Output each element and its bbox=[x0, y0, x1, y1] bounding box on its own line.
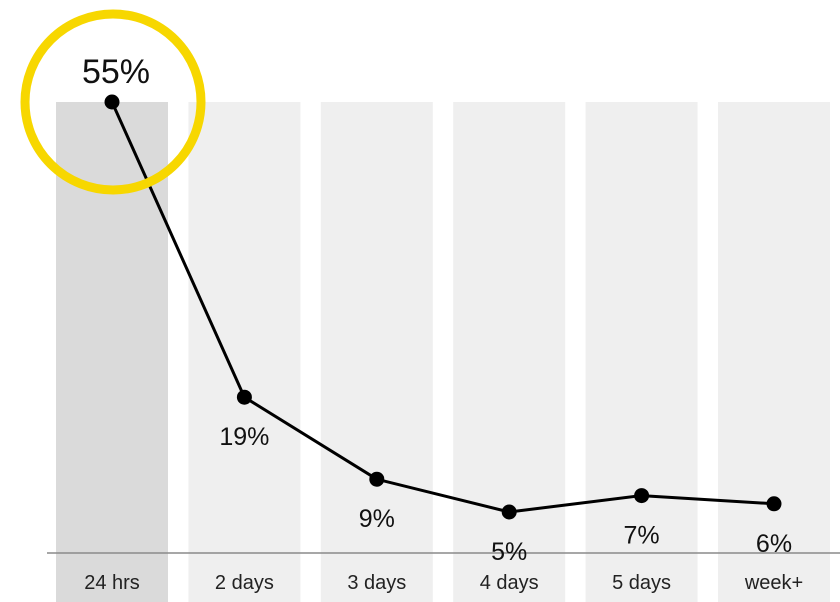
data-point bbox=[104, 94, 120, 110]
column-bg bbox=[718, 102, 830, 602]
category-columns bbox=[56, 102, 830, 602]
x-tick-label: 3 days bbox=[347, 572, 406, 594]
highlight-circle bbox=[20, 9, 206, 195]
x-tick-label: 5 days bbox=[612, 572, 671, 594]
data-point bbox=[634, 488, 650, 504]
data-label: 5% bbox=[491, 538, 527, 566]
data-point bbox=[369, 471, 385, 487]
data-point bbox=[766, 496, 782, 512]
x-tick-label: week+ bbox=[744, 572, 803, 594]
data-point bbox=[501, 504, 517, 520]
column-bg bbox=[453, 102, 566, 602]
series-line bbox=[110, 101, 775, 514]
column-bg bbox=[585, 102, 698, 602]
data-labels: 55% 19% 9% 5% 7% 6% bbox=[82, 53, 792, 566]
data-label: 6% bbox=[756, 530, 792, 558]
column-bg bbox=[188, 102, 301, 602]
x-tick-labels: 24 hrs 2 days 3 days 4 days 5 days week+ bbox=[84, 572, 803, 594]
data-label: 19% bbox=[219, 423, 269, 451]
data-point bbox=[236, 389, 252, 405]
data-points bbox=[104, 94, 782, 520]
x-tick-label: 2 days bbox=[215, 572, 274, 594]
x-tick-label: 4 days bbox=[480, 572, 539, 594]
data-label: 7% bbox=[624, 522, 660, 550]
column-bg bbox=[320, 102, 433, 602]
data-label: 9% bbox=[359, 505, 395, 533]
data-label: 55% bbox=[82, 53, 150, 91]
x-tick-label: 24 hrs bbox=[84, 572, 140, 594]
